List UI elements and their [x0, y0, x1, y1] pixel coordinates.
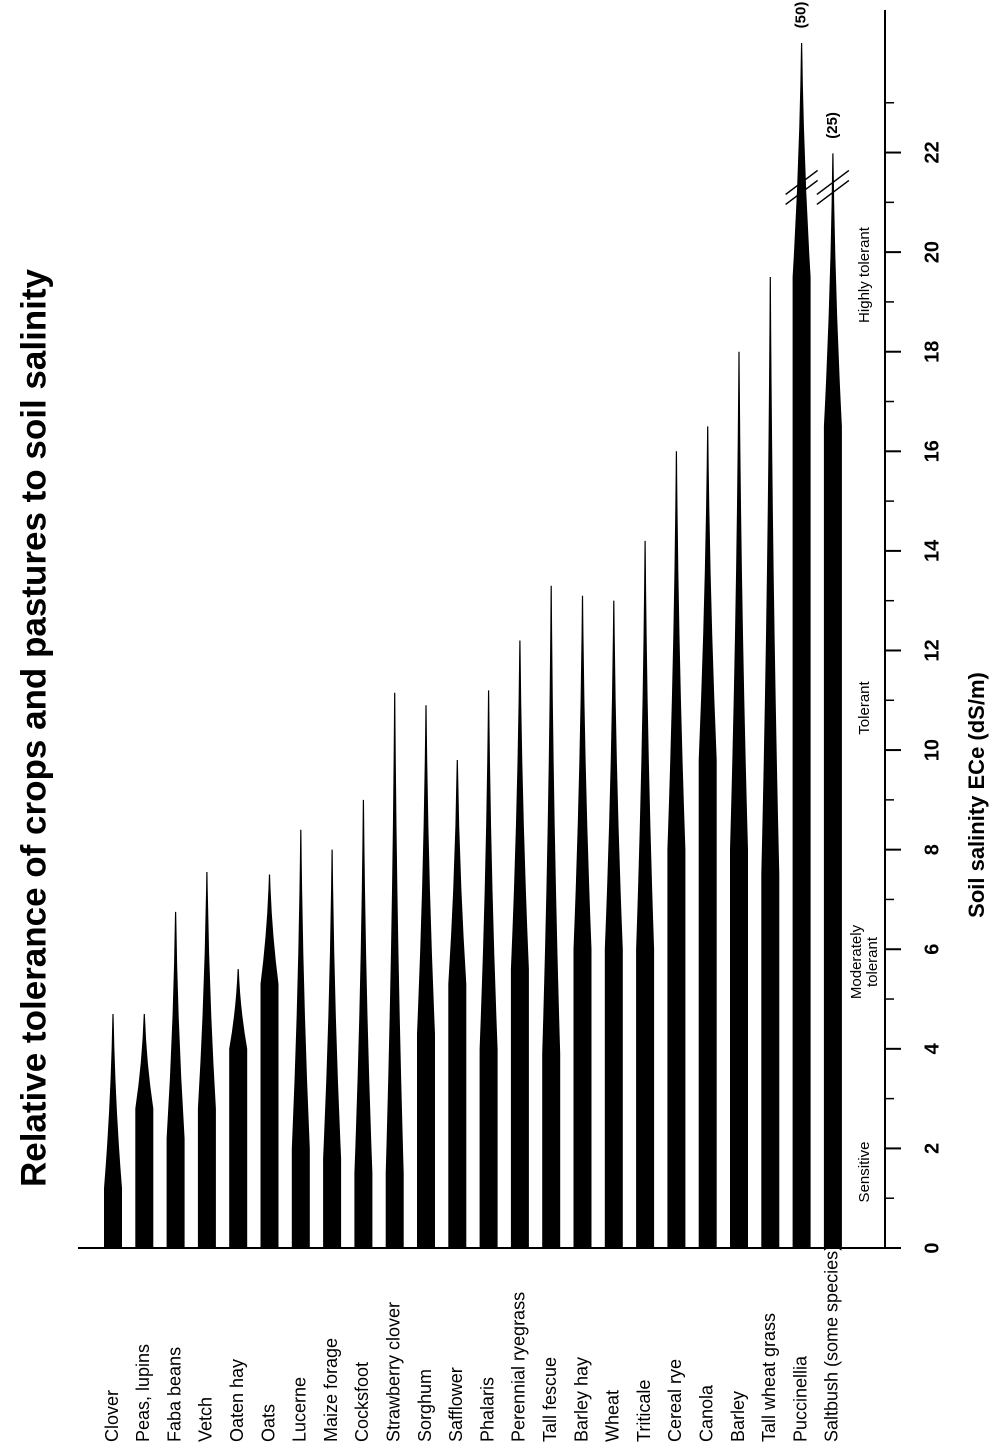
- x-tick-label: Phalaris: [477, 1377, 497, 1442]
- break-mark: [785, 169, 819, 196]
- x-tick-label: Vetch: [196, 1397, 216, 1442]
- x-tick-label: Sorghum: [415, 1369, 435, 1442]
- x-tick-label: Saltbush (some species): [822, 1245, 842, 1442]
- bar: [448, 760, 467, 1248]
- bar: [698, 426, 717, 1249]
- bar: [197, 872, 216, 1248]
- x-tick-label: Oats: [258, 1404, 278, 1442]
- x-tick-label: Barley hay: [571, 1357, 591, 1442]
- bar: [542, 585, 561, 1248]
- y-tick-label: 14: [921, 539, 943, 562]
- zone-label: Highly tolerant: [856, 226, 873, 323]
- y-tick-label: 4: [921, 1042, 943, 1054]
- chart-title: Relative tolerance of crops and pastures…: [14, 268, 53, 1187]
- y-tick-label: 20: [921, 241, 943, 263]
- y-tick-label: 0: [921, 1242, 943, 1253]
- bar: [104, 1013, 122, 1248]
- bar: [166, 911, 185, 1248]
- zone-label: Tolerant: [856, 680, 873, 734]
- break-mark: [816, 169, 850, 196]
- bar: [792, 43, 811, 1248]
- x-tick-label: Perennial ryegrass: [509, 1292, 529, 1442]
- bar: [385, 692, 404, 1248]
- y-tick-label: 6: [921, 944, 943, 955]
- axis-title: Soil salinity ECe (dS/m): [964, 672, 989, 918]
- x-tick-label: Clover: [102, 1390, 122, 1442]
- x-tick-label: Tall wheat grass: [759, 1313, 779, 1442]
- x-tick-label: Cocksfoot: [352, 1362, 372, 1442]
- break-mark: [816, 179, 850, 206]
- bar: [135, 1013, 154, 1248]
- bar: [823, 153, 842, 1248]
- y-tick-label: 2: [921, 1143, 943, 1154]
- value-label: (50): [793, 2, 810, 29]
- x-tick-label: Safflower: [446, 1367, 466, 1442]
- zone-label: Moderatelytolerant: [848, 924, 881, 999]
- x-tick-label: Strawberry clover: [383, 1302, 403, 1442]
- x-tick-label: Peas, lupins: [133, 1344, 153, 1442]
- x-tick-label: Tall fescue: [540, 1357, 560, 1442]
- bar: [573, 595, 592, 1248]
- x-tick-label: Canola: [696, 1384, 716, 1442]
- x-tick-label: Triticale: [634, 1380, 654, 1442]
- bar: [323, 849, 342, 1248]
- x-tick-label: Wheat: [603, 1390, 623, 1442]
- bar: [510, 640, 529, 1248]
- bar: [229, 969, 248, 1248]
- bar: [417, 705, 435, 1248]
- y-tick-label: 22: [921, 141, 943, 163]
- x-tick-label: Barley: [728, 1391, 748, 1442]
- bar: [730, 351, 748, 1248]
- x-tick-label: Maize forage: [321, 1338, 341, 1442]
- y-tick-label: 10: [921, 739, 943, 761]
- x-tick-label: Puccinellia: [790, 1355, 810, 1442]
- x-tick-label: Lucerne: [290, 1377, 310, 1442]
- y-tick-label: 18: [921, 341, 943, 363]
- x-tick-label: Faba beans: [164, 1347, 184, 1442]
- zone-label: Sensitive: [856, 1142, 873, 1203]
- break-mark: [785, 179, 819, 206]
- bar: [291, 829, 310, 1248]
- y-tick-label: 8: [921, 844, 943, 855]
- bar: [604, 600, 623, 1248]
- y-tick-label: 16: [921, 440, 943, 462]
- x-tick-label: Cereal rye: [665, 1359, 685, 1442]
- value-label: (25): [824, 112, 841, 139]
- bar: [667, 451, 686, 1248]
- bar: [479, 690, 498, 1248]
- y-tick-label: 12: [921, 639, 943, 661]
- bar: [761, 277, 780, 1248]
- bar: [636, 540, 655, 1248]
- bar: [260, 874, 279, 1248]
- bar: [354, 799, 373, 1248]
- x-tick-label: Oaten hay: [227, 1359, 247, 1442]
